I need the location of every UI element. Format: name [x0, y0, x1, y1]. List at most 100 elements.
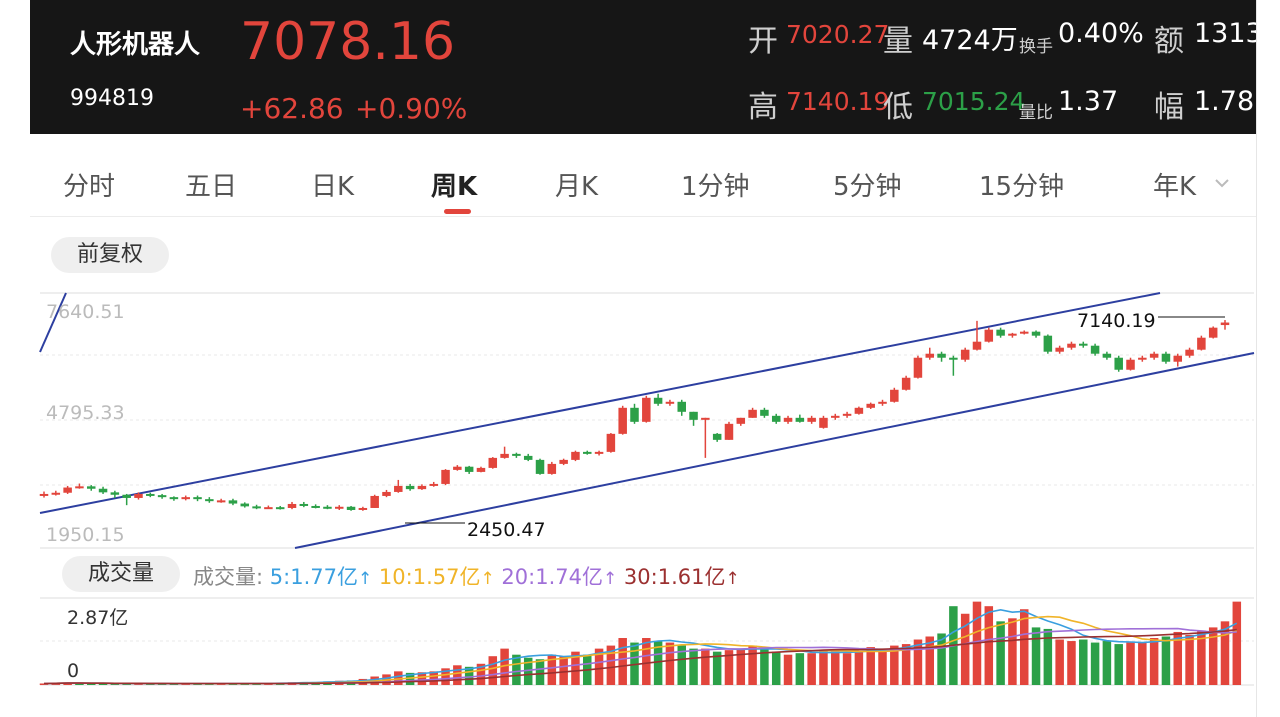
volume-bar — [535, 659, 545, 685]
candle — [370, 494, 379, 508]
volume-bar — [1079, 639, 1088, 685]
volume-bar — [653, 641, 663, 685]
volume-bar — [1019, 609, 1029, 685]
candle — [228, 498, 238, 506]
candle — [878, 399, 887, 406]
volume-bar — [98, 683, 108, 685]
arrow-up-icon: ↑ — [602, 569, 618, 589]
tab-5min[interactable]: 5分钟 — [833, 172, 902, 202]
candle-body — [913, 357, 923, 378]
candle-body — [547, 463, 557, 474]
candle-body — [523, 455, 533, 460]
candle-body — [677, 401, 686, 412]
amount-value: 1313 — [1194, 18, 1256, 49]
candle — [771, 413, 781, 424]
candle-body — [500, 453, 509, 458]
candle-body — [323, 506, 332, 509]
volume-bar — [405, 672, 415, 685]
right-edge — [1256, 0, 1280, 717]
candle — [606, 433, 616, 453]
volume-bar — [960, 613, 970, 685]
tab-wuri[interactable]: 五日 — [185, 172, 238, 202]
tab-1min[interactable]: 1分钟 — [681, 172, 750, 202]
candle-body — [1008, 333, 1017, 336]
candle-body — [358, 507, 368, 510]
candle-body — [1220, 322, 1230, 326]
candle-body — [134, 493, 143, 498]
candle-body — [1055, 347, 1064, 352]
volume-ma20: 20:1.74亿 — [501, 565, 603, 589]
tab-15min[interactable]: 15分钟 — [979, 172, 1065, 202]
candle — [972, 320, 982, 351]
candle-body — [240, 503, 250, 507]
candle-body — [39, 493, 49, 496]
candle-body — [665, 401, 675, 404]
volume-bar — [571, 651, 580, 685]
candle — [264, 505, 273, 510]
tab-yearly-k[interactable]: 年K — [1153, 172, 1197, 202]
candle-body — [1043, 335, 1053, 352]
candle-body — [890, 389, 899, 402]
arrow-up-icon: ↑ — [357, 569, 373, 589]
adjust-button[interactable]: 前复权 — [51, 237, 169, 273]
candle — [299, 501, 309, 508]
tab-weekly-k[interactable]: 周K — [431, 172, 478, 202]
chevron-down-icon[interactable] — [1213, 176, 1231, 190]
volume-bar — [1185, 634, 1194, 685]
candle — [323, 505, 332, 510]
tab-monthly-k[interactable]: 月K — [555, 172, 599, 202]
candle-body — [712, 433, 722, 440]
quote-header: 人形机器人 994819 7078.16 +62.86 +0.90% 开 702… — [30, 0, 1256, 134]
candle — [677, 399, 686, 416]
vol-ratio-value: 1.37 — [1058, 86, 1119, 117]
period-tabs: 分时 五日 日K 周K 月K 1分钟 5分钟 15分钟 年K — [30, 146, 1256, 217]
candle-body — [724, 423, 734, 440]
candle-body — [618, 407, 627, 434]
candle — [1126, 357, 1135, 371]
candle — [252, 504, 261, 510]
candle-body — [571, 451, 580, 460]
candle-body — [783, 417, 793, 422]
high-value: 7140.19 — [786, 87, 890, 116]
volume-bar — [890, 645, 899, 685]
volume-bar — [1197, 630, 1206, 685]
candle-body — [86, 486, 96, 489]
amount-label: 额 — [1154, 24, 1184, 59]
volume-value: 4724万 — [922, 25, 1018, 56]
active-tab-indicator — [444, 209, 471, 214]
candle — [63, 485, 72, 494]
volume-bar — [701, 648, 710, 685]
volume-bar — [1114, 644, 1123, 685]
channel-lower-line — [294, 352, 1255, 549]
tab-fenshi[interactable]: 分时 — [63, 172, 116, 202]
candle — [240, 502, 250, 508]
candle — [712, 433, 722, 442]
candle-body — [370, 495, 379, 508]
candle-body — [1185, 349, 1194, 356]
candle — [275, 505, 285, 510]
volume-bar — [677, 645, 686, 685]
candle — [724, 421, 734, 440]
candle — [51, 490, 61, 496]
volume-bar — [878, 648, 887, 685]
candle — [429, 481, 438, 487]
candle-body — [795, 417, 805, 422]
candle-body — [146, 493, 155, 496]
candle-body — [866, 403, 875, 408]
candle — [1149, 351, 1159, 360]
candle — [216, 498, 226, 503]
candle — [630, 403, 639, 424]
candle — [394, 479, 403, 493]
volume-bar — [665, 642, 675, 685]
candle-body — [1208, 327, 1218, 338]
candle-body — [181, 497, 190, 500]
candle — [346, 505, 356, 511]
tab-daily-k[interactable]: 日K — [311, 172, 355, 202]
channel-upper-line — [39, 292, 1161, 514]
volume-bar — [866, 647, 875, 685]
volume-indicator-button[interactable]: 成交量 — [62, 556, 180, 592]
candle — [937, 351, 946, 362]
candle-body — [1173, 355, 1183, 362]
